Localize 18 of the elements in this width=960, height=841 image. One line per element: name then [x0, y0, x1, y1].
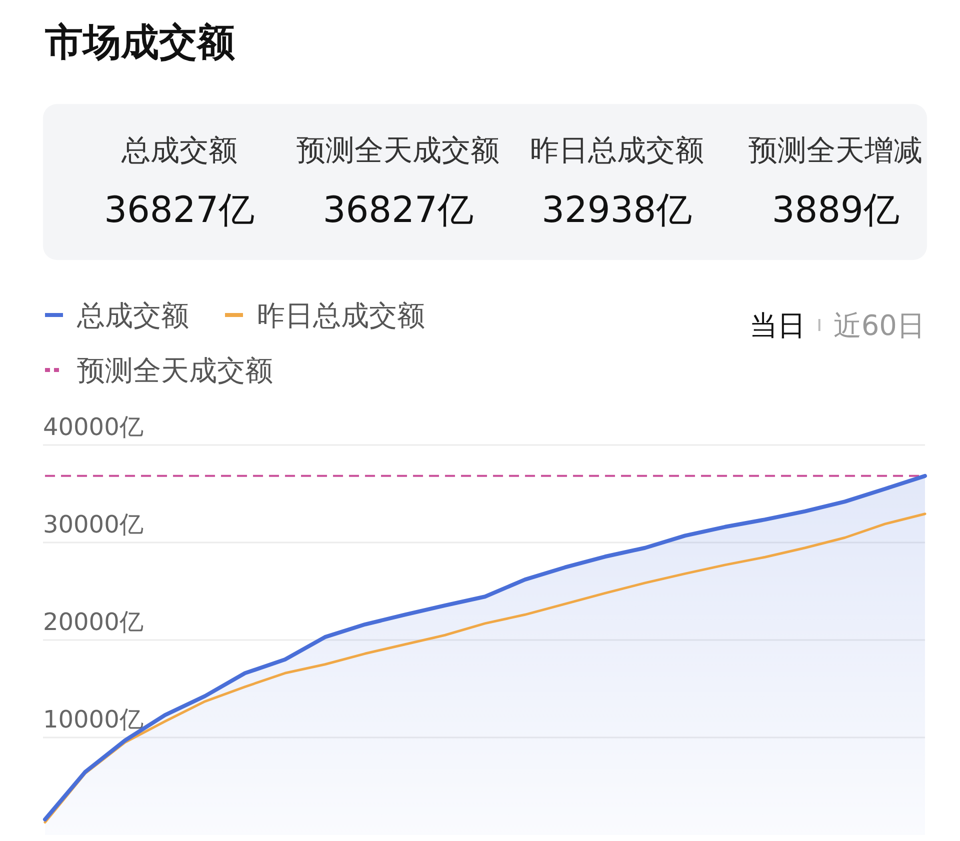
- text: 市场成交额: [45, 20, 235, 64]
- text: 当日: [749, 309, 806, 342]
- y-tick-label: 10000亿: [43, 706, 144, 734]
- text: 预测全天成交额: [296, 133, 500, 167]
- text: 3889亿: [772, 190, 900, 231]
- text: 32938亿: [542, 190, 692, 231]
- legend-label: 总成交额: [76, 299, 189, 332]
- text: 近60日: [833, 309, 925, 342]
- text: 总成交额: [120, 133, 238, 167]
- text: 36827亿: [104, 190, 255, 231]
- text: 36827亿: [322, 190, 474, 231]
- legend-label: 昨日总成交额: [257, 299, 425, 332]
- legend-label: 预测全天成交额: [77, 354, 273, 387]
- text: 昨日总成交额: [530, 133, 704, 167]
- y-tick-label: 30000亿: [43, 510, 144, 538]
- text: 预测全天增减: [748, 133, 923, 167]
- y-tick-label: 40000亿: [43, 413, 144, 441]
- y-tick-label: 20000亿: [43, 608, 144, 636]
